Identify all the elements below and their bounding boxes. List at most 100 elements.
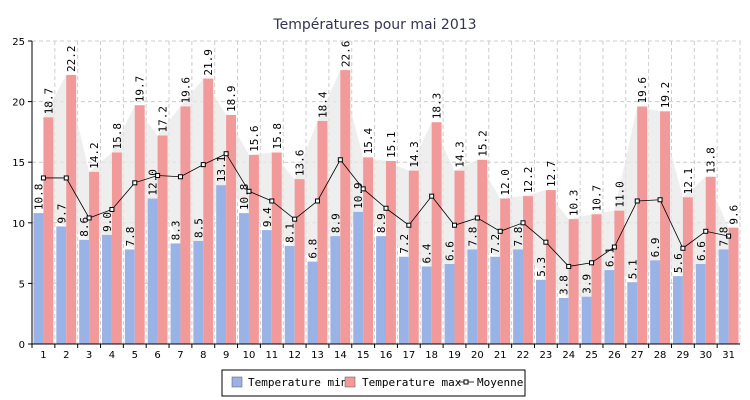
min-value-label: 8.5 bbox=[192, 218, 205, 238]
average-point bbox=[314, 198, 320, 204]
max-value-label: 15.1 bbox=[385, 131, 398, 158]
bar-min bbox=[421, 266, 432, 344]
bar-min bbox=[398, 256, 409, 344]
min-value-label: 8.3 bbox=[169, 221, 182, 241]
min-value-label: 6.8 bbox=[307, 239, 320, 259]
average-point bbox=[337, 157, 343, 163]
max-value-label: 12.1 bbox=[682, 168, 695, 195]
y-tick-label: 0 bbox=[19, 340, 25, 351]
bar-min bbox=[604, 270, 615, 344]
bar-max bbox=[203, 78, 214, 345]
min-value-label: 5.6 bbox=[672, 253, 685, 273]
legend-marker-avg bbox=[463, 379, 469, 385]
average-point bbox=[429, 193, 435, 199]
average-point bbox=[452, 222, 458, 228]
bar-max bbox=[637, 106, 648, 344]
bar-max bbox=[591, 214, 602, 344]
x-tick-label: 15 bbox=[357, 350, 370, 361]
legend-box bbox=[221, 369, 526, 397]
bar-max bbox=[614, 210, 625, 344]
max-value-label: 12.2 bbox=[522, 167, 535, 194]
bar-min bbox=[490, 256, 501, 344]
value-labels: 10.8 18.7 9.7 22.2 8.6 14.2 9.0 15.8 7.8 19.7 12.0… bbox=[32, 41, 740, 295]
y-tick-label: 25 bbox=[12, 37, 25, 48]
x-tick-label: 19 bbox=[448, 350, 461, 361]
max-value-label: 18.9 bbox=[225, 85, 238, 112]
bar-min bbox=[581, 296, 592, 344]
average-point bbox=[109, 206, 115, 212]
bar-max bbox=[386, 160, 396, 344]
min-value-label: 6.4 bbox=[421, 243, 434, 263]
x-tick-label: 3 bbox=[86, 350, 92, 361]
x-tick-label: 18 bbox=[425, 350, 438, 361]
bar-max bbox=[226, 114, 237, 344]
bar-min bbox=[239, 213, 249, 344]
x-tick-label: 13 bbox=[311, 350, 324, 361]
min-value-label: 7.2 bbox=[489, 234, 502, 254]
bar-max bbox=[157, 135, 168, 344]
min-value-label: 6.6 bbox=[444, 241, 457, 261]
grid bbox=[32, 40, 741, 344]
average-point bbox=[200, 162, 206, 168]
average-point bbox=[680, 245, 686, 251]
average-point bbox=[223, 151, 229, 157]
max-value-label: 10.3 bbox=[568, 190, 581, 217]
bar-max bbox=[568, 219, 579, 344]
y-tick-label: 5 bbox=[19, 279, 25, 290]
bar-max bbox=[43, 117, 54, 344]
average-point bbox=[177, 174, 183, 180]
bar-max bbox=[66, 74, 77, 344]
bar-max bbox=[477, 159, 488, 344]
average-point bbox=[566, 263, 572, 269]
bar-max bbox=[248, 154, 259, 344]
bar-max bbox=[728, 227, 739, 344]
max-value-label: 13.8 bbox=[705, 147, 718, 174]
bar-min bbox=[124, 249, 135, 344]
bar-min bbox=[467, 249, 478, 344]
x-tick-label: 6 bbox=[154, 350, 160, 361]
x-tick-label: 23 bbox=[540, 350, 553, 361]
bar-max bbox=[111, 152, 122, 344]
bar-min bbox=[718, 249, 729, 344]
bar-max bbox=[408, 170, 419, 344]
legend-label-max: Temperature max bbox=[362, 376, 462, 389]
min-value-label: 7.2 bbox=[398, 234, 411, 254]
average-point bbox=[155, 173, 161, 179]
average-point bbox=[292, 216, 298, 222]
x-tick-label: 12 bbox=[288, 350, 301, 361]
min-value-label: 5.1 bbox=[626, 259, 639, 279]
max-value-label: 19.2 bbox=[659, 82, 672, 109]
min-value-label: 7.8 bbox=[512, 227, 525, 247]
bar-max bbox=[317, 120, 328, 344]
y-tick-label: 15 bbox=[12, 158, 25, 169]
average-point bbox=[406, 222, 412, 228]
max-value-label: 22.2 bbox=[65, 45, 78, 72]
x-tick-label: 26 bbox=[608, 350, 621, 361]
x-tick-label: 20 bbox=[471, 350, 484, 361]
average-point bbox=[634, 198, 640, 204]
max-value-label: 18.7 bbox=[42, 88, 55, 115]
average-point bbox=[383, 205, 389, 211]
bar-max bbox=[294, 179, 305, 344]
min-value-label: 7.8 bbox=[718, 227, 731, 247]
average-point bbox=[246, 188, 252, 194]
bars bbox=[33, 70, 739, 345]
min-max-band bbox=[43, 70, 729, 298]
legend-swatch-max bbox=[344, 376, 356, 388]
bar-min bbox=[170, 243, 181, 344]
bar-min bbox=[627, 282, 638, 344]
y-tick-label: 20 bbox=[12, 98, 25, 109]
legend[interactable]: Temperature min Temperature max Moyenne bbox=[221, 369, 526, 397]
x-tick-label: 27 bbox=[631, 350, 644, 361]
bar-max bbox=[682, 197, 693, 344]
min-value-label: 6.1 bbox=[603, 247, 616, 267]
max-value-label: 9.6 bbox=[728, 205, 741, 225]
x-tick-label: 11 bbox=[265, 350, 278, 361]
max-value-label: 14.3 bbox=[408, 141, 421, 168]
max-value-label: 15.2 bbox=[476, 130, 489, 157]
average-point bbox=[726, 233, 732, 239]
max-value-label: 14.3 bbox=[453, 141, 466, 168]
x-tick-label: 14 bbox=[334, 350, 347, 361]
bar-min bbox=[650, 260, 661, 344]
bar-max bbox=[523, 196, 533, 344]
